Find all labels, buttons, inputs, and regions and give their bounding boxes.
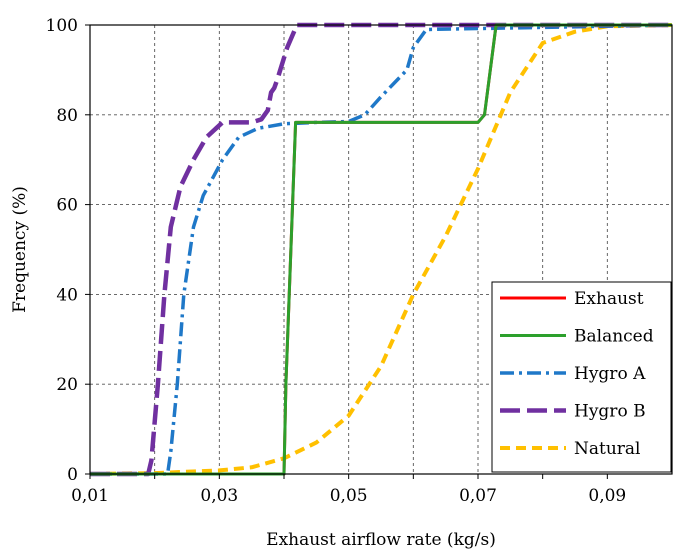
series-line-hygro-a bbox=[90, 23, 673, 476]
y-tick-label: 60 bbox=[56, 196, 78, 216]
y-tick-label: 100 bbox=[46, 16, 78, 36]
series-line-hygro-b bbox=[90, 22, 672, 477]
y-tick-label: 80 bbox=[56, 106, 78, 126]
legend-label: Hygro B bbox=[574, 402, 646, 422]
y-axis-label: Frequency (%) bbox=[10, 186, 30, 313]
legend-box bbox=[491, 281, 672, 473]
y-tick-label: 0 bbox=[67, 465, 78, 485]
y-tick-label: 40 bbox=[56, 285, 78, 305]
series-line-balanced bbox=[90, 23, 672, 476]
plot-frame bbox=[89, 24, 673, 475]
y-tick-label: 20 bbox=[56, 375, 78, 395]
legend: Exhaust Balanced Hygro A Hygro B Natural bbox=[491, 281, 672, 473]
x-tick-label: 0,05 bbox=[330, 486, 368, 506]
legend-label: Hygro A bbox=[574, 364, 646, 384]
x-tick-label: 0,03 bbox=[200, 486, 238, 506]
legend-label: Natural bbox=[574, 439, 641, 459]
x-tick-label: 0,07 bbox=[459, 486, 497, 506]
series-layer bbox=[89, 22, 673, 477]
x-axis-label: Exhaust airflow rate (kg/s) bbox=[266, 530, 496, 550]
x-tick-labels: 0,01 0,03 0,05 0,07 0,09 bbox=[71, 474, 626, 506]
x-tick-label: 0,09 bbox=[588, 486, 626, 506]
x-tick-label: 0,01 bbox=[71, 486, 109, 506]
y-tick-labels: 0 20 40 60 80 100 bbox=[46, 16, 90, 485]
series-line-natural bbox=[89, 23, 673, 476]
legend-label: Exhaust bbox=[574, 289, 644, 309]
legend-label: Balanced bbox=[574, 327, 654, 347]
